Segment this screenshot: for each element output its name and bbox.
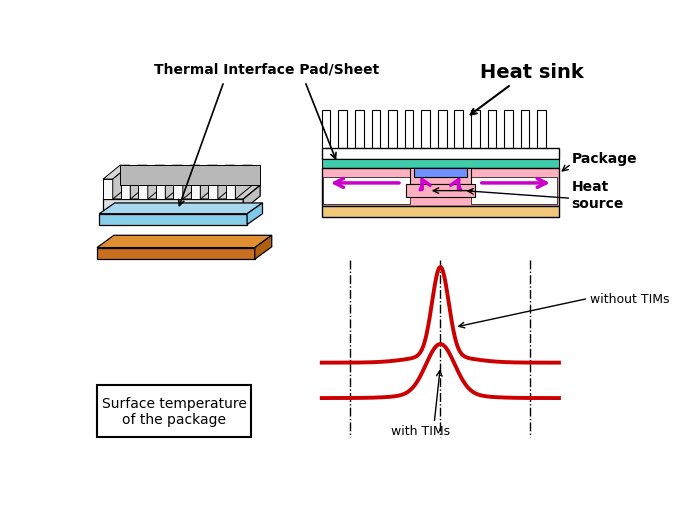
Polygon shape: [225, 180, 235, 199]
Polygon shape: [190, 166, 217, 180]
Polygon shape: [190, 180, 200, 199]
Polygon shape: [103, 199, 244, 211]
Bar: [323, 177, 410, 205]
Polygon shape: [155, 166, 182, 180]
Polygon shape: [255, 236, 272, 260]
Bar: [471, 177, 557, 205]
Bar: [488, 111, 496, 149]
Polygon shape: [97, 248, 255, 260]
Bar: [410, 168, 471, 185]
Polygon shape: [208, 166, 234, 180]
Bar: [405, 111, 413, 149]
Text: Surface temperature
of the package: Surface temperature of the package: [102, 396, 246, 426]
Bar: [421, 111, 430, 149]
Bar: [538, 111, 546, 149]
Polygon shape: [155, 180, 165, 199]
Bar: [322, 160, 559, 168]
Bar: [355, 111, 363, 149]
Polygon shape: [148, 166, 164, 199]
Bar: [322, 168, 559, 207]
Polygon shape: [99, 204, 262, 214]
Polygon shape: [183, 166, 200, 199]
Bar: [471, 111, 480, 149]
Polygon shape: [103, 180, 113, 199]
Polygon shape: [130, 166, 147, 199]
Bar: [372, 111, 380, 149]
Polygon shape: [103, 186, 260, 199]
Text: without TIMs: without TIMs: [589, 292, 669, 306]
Bar: [388, 111, 397, 149]
Bar: [504, 111, 513, 149]
Polygon shape: [138, 166, 164, 180]
Polygon shape: [120, 166, 147, 180]
Bar: [97, 385, 251, 437]
Bar: [338, 111, 347, 149]
Polygon shape: [97, 236, 272, 248]
Polygon shape: [120, 180, 130, 199]
Polygon shape: [173, 166, 200, 180]
Bar: [322, 111, 330, 149]
Polygon shape: [218, 166, 234, 199]
Text: Package: Package: [571, 152, 637, 166]
Polygon shape: [173, 180, 183, 199]
Bar: [454, 111, 463, 149]
Polygon shape: [165, 166, 182, 199]
Polygon shape: [103, 166, 130, 180]
Polygon shape: [99, 214, 247, 225]
Text: Heat
source: Heat source: [571, 180, 624, 210]
Polygon shape: [208, 180, 218, 199]
Bar: [438, 111, 447, 149]
Bar: [406, 185, 475, 197]
Polygon shape: [120, 166, 260, 186]
Polygon shape: [235, 166, 252, 199]
Bar: [521, 111, 529, 149]
Polygon shape: [247, 204, 262, 225]
Polygon shape: [200, 166, 217, 199]
Bar: [322, 149, 559, 160]
Text: Heat sink: Heat sink: [480, 63, 584, 82]
Bar: [414, 168, 466, 177]
Bar: [322, 207, 559, 217]
Text: with TIMs: with TIMs: [391, 425, 450, 437]
Text: Thermal Interface Pad/Sheet: Thermal Interface Pad/Sheet: [154, 63, 379, 77]
Polygon shape: [244, 186, 260, 211]
Polygon shape: [113, 166, 130, 199]
Polygon shape: [225, 166, 252, 180]
Polygon shape: [138, 180, 148, 199]
